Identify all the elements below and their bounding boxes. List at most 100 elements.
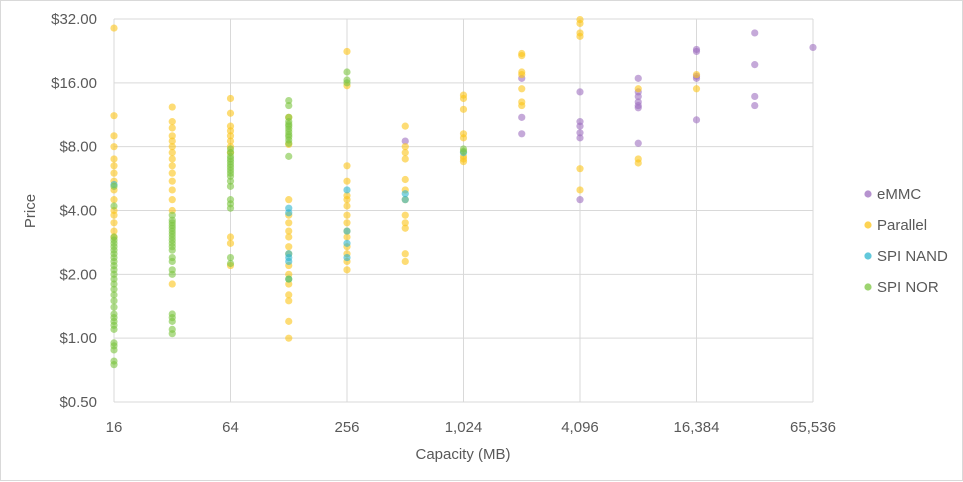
data-point [110, 361, 118, 369]
data-point [168, 118, 176, 126]
data-point [168, 317, 176, 325]
data-point [168, 124, 176, 132]
data-point [401, 175, 409, 184]
series-parallel [110, 15, 701, 342]
y-axis-ticks: $0.50 $1.00 $2.00 $4.00 $8.00 $16.00 $32.00 [51, 11, 97, 411]
data-point [751, 101, 759, 110]
data-point [110, 143, 118, 151]
data-point [343, 233, 351, 241]
data-point [459, 147, 468, 155]
gridlines [113, 18, 814, 403]
data-point [285, 96, 293, 105]
data-point [634, 104, 642, 112]
data-point [226, 132, 235, 140]
data-point [285, 219, 293, 227]
data-point [285, 227, 293, 235]
data-point [110, 297, 118, 305]
data-point [518, 130, 526, 138]
data-point [343, 253, 351, 262]
data-point [751, 29, 759, 37]
y-tick-label: $1.00 [59, 330, 97, 347]
data-point [343, 219, 351, 227]
data-point [168, 149, 176, 157]
y-tick-label: $32.00 [51, 11, 97, 28]
data-point [110, 132, 118, 140]
data-point [226, 233, 235, 241]
data-point [110, 291, 118, 299]
data-point [343, 177, 351, 185]
data-point [285, 317, 293, 325]
y-axis-title: Price [22, 194, 39, 228]
data-point [343, 266, 351, 274]
data-point [459, 94, 468, 103]
legend-marker [864, 190, 872, 198]
data-point [226, 137, 235, 145]
data-point [168, 196, 176, 204]
series-spi-nor [110, 68, 468, 369]
data-point [110, 162, 118, 170]
legend-label: SPI NAND [877, 248, 948, 265]
data-point [576, 32, 584, 40]
legend-label: eMMC [877, 186, 921, 203]
data-point [168, 169, 176, 177]
data-point [634, 159, 642, 167]
data-point [285, 280, 293, 288]
y-tick-label: $0.50 [59, 394, 97, 411]
data-point [576, 129, 584, 137]
data-point [285, 101, 293, 110]
data-point [168, 186, 176, 194]
x-tick-label: 4,096 [561, 419, 599, 436]
x-axis-title: Capacity (MB) [415, 446, 510, 463]
data-point [168, 143, 176, 151]
data-point [343, 79, 351, 87]
data-point [168, 330, 176, 338]
data-point [459, 134, 468, 142]
data-point [110, 219, 118, 227]
data-point [168, 155, 176, 163]
data-point [343, 211, 351, 219]
y-tick-label: $2.00 [59, 266, 97, 283]
legend-marker [864, 252, 872, 260]
data-point [401, 211, 409, 219]
data-point [401, 122, 409, 130]
data-point [285, 334, 293, 342]
data-point [692, 70, 701, 79]
data-point [110, 303, 118, 311]
legend-label: SPI NOR [877, 279, 939, 296]
y-tick-label: $4.00 [59, 203, 97, 220]
data-point [285, 291, 293, 299]
data-point [459, 105, 468, 113]
data-point [343, 68, 351, 76]
data-point [285, 243, 293, 251]
legend-marker [864, 283, 872, 291]
data-point [110, 169, 118, 177]
data-point [576, 165, 584, 173]
data-point [634, 74, 642, 82]
data-point [401, 137, 409, 145]
data-point [343, 196, 351, 204]
data-point [634, 85, 642, 93]
data-point [401, 196, 409, 204]
data-point [168, 177, 176, 185]
data-point [459, 158, 468, 166]
x-tick-label: 1,024 [445, 419, 483, 436]
legend-marker [864, 221, 872, 229]
x-tick-label: 65,536 [790, 419, 836, 436]
data-point [401, 219, 409, 227]
data-point [168, 137, 176, 145]
data-point [518, 101, 526, 110]
data-point [168, 257, 176, 266]
series-emmc [401, 29, 817, 204]
data-point [401, 250, 409, 258]
y-tick-label: $8.00 [59, 139, 97, 156]
data-point [168, 162, 176, 170]
data-point [401, 257, 409, 266]
legend-label: Parallel [877, 217, 927, 234]
data-point [401, 149, 409, 157]
data-point [226, 94, 235, 103]
data-point [226, 182, 235, 190]
data-point [401, 190, 409, 198]
data-point [110, 275, 118, 283]
data-point [168, 280, 176, 288]
